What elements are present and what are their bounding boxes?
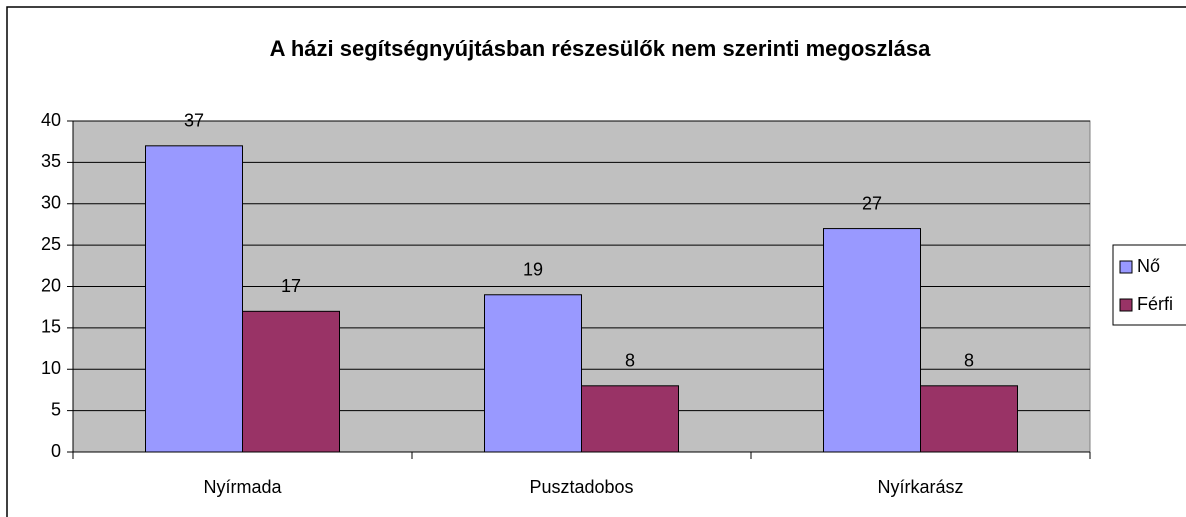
- y-tick-label: 25: [41, 234, 61, 254]
- x-tick-label: Nyírmada: [203, 477, 282, 497]
- x-tick-label: Pusztadobos: [529, 477, 633, 497]
- legend-label: Nő: [1137, 256, 1160, 276]
- y-tick-label: 10: [41, 358, 61, 378]
- bar: [581, 385, 679, 453]
- bar: [823, 228, 921, 453]
- y-tick-label: 15: [41, 317, 61, 337]
- y-tick-label: 20: [41, 275, 61, 295]
- y-tick-label: 35: [41, 151, 61, 171]
- y-tick-label: 30: [41, 193, 61, 213]
- data-label: 8: [964, 351, 974, 371]
- data-label: 8: [625, 351, 635, 371]
- legend-box: [1112, 244, 1186, 326]
- bar: [242, 310, 340, 453]
- legend-swatch: [1119, 298, 1133, 312]
- x-tick-label: Nyírkarász: [877, 477, 963, 497]
- bar: [145, 145, 243, 453]
- bar: [484, 294, 582, 453]
- data-label: 27: [862, 193, 882, 213]
- legend-swatch: [1119, 260, 1133, 274]
- legend-label: Férfi: [1137, 294, 1173, 314]
- bar: [920, 385, 1018, 453]
- data-label: 17: [281, 276, 301, 296]
- y-tick-label: 40: [41, 110, 61, 130]
- y-tick-label: 5: [51, 399, 61, 419]
- data-label: 19: [523, 260, 543, 280]
- y-tick-label: 0: [51, 441, 61, 461]
- data-label: 37: [184, 111, 204, 131]
- chart-title: A házi segítségnyújtásban részesülők nem…: [270, 36, 931, 61]
